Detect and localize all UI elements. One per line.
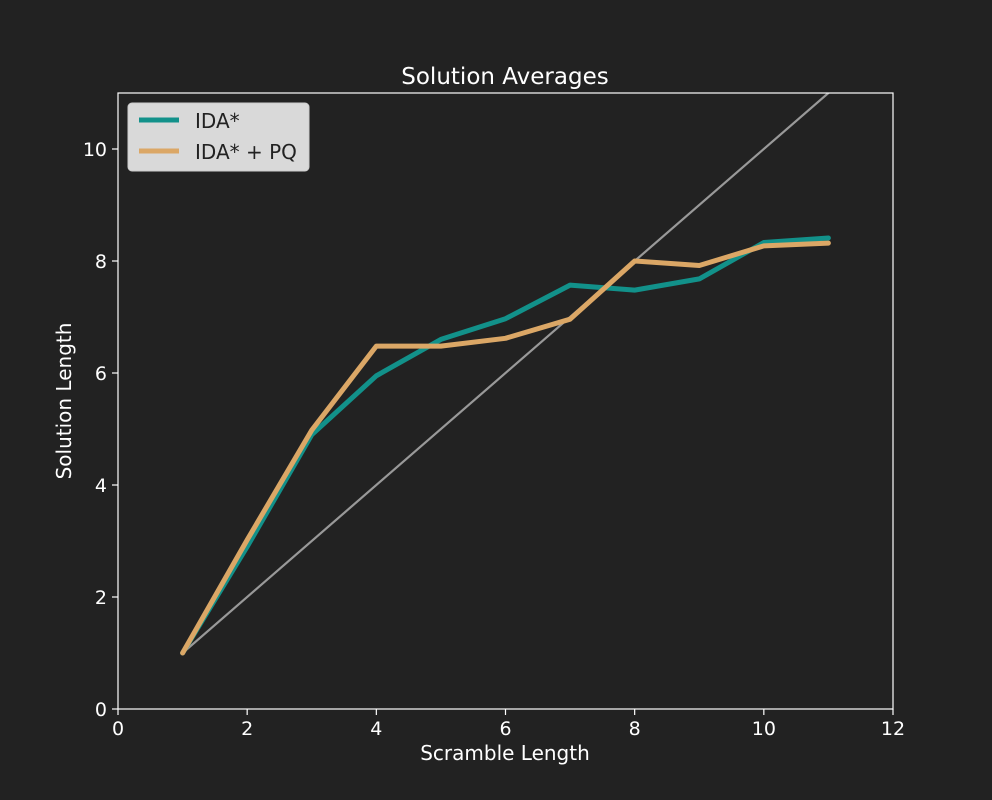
x-tick-label: 4: [370, 718, 382, 740]
x-tick-label: 6: [499, 718, 511, 740]
axes-frame: [117, 92, 894, 710]
plot-area: 0 2 4 6 8 10 12 0 2 4 6 8 10: [83, 92, 905, 740]
x-tick-label: 0: [112, 718, 124, 740]
y-tick-label: 4: [95, 475, 107, 497]
legend-label-ida-pq: IDA* + PQ: [195, 140, 297, 164]
reference-line: [181, 93, 831, 654]
x-tick-label: 10: [752, 718, 776, 740]
series-line-1: [180, 240, 831, 656]
y-tick-label: 2: [95, 587, 107, 609]
x-tick-label: 2: [241, 718, 253, 740]
x-tick-label: 12: [881, 718, 905, 740]
y-axis-label: Solution Length: [52, 323, 76, 480]
series-line-0: [180, 235, 831, 656]
legend: IDA* IDA* + PQ: [127, 102, 310, 172]
y-tick-label: 10: [83, 139, 107, 161]
legend-label-ida: IDA*: [195, 109, 240, 133]
y-tick-label: 0: [95, 699, 107, 721]
x-tick-label: 8: [629, 718, 641, 740]
y-tick-label: 8: [95, 251, 107, 273]
x-axis-label: Scramble Length: [420, 741, 590, 765]
chart-title: Solution Averages: [401, 64, 608, 90]
y-tick-label: 6: [95, 363, 107, 385]
